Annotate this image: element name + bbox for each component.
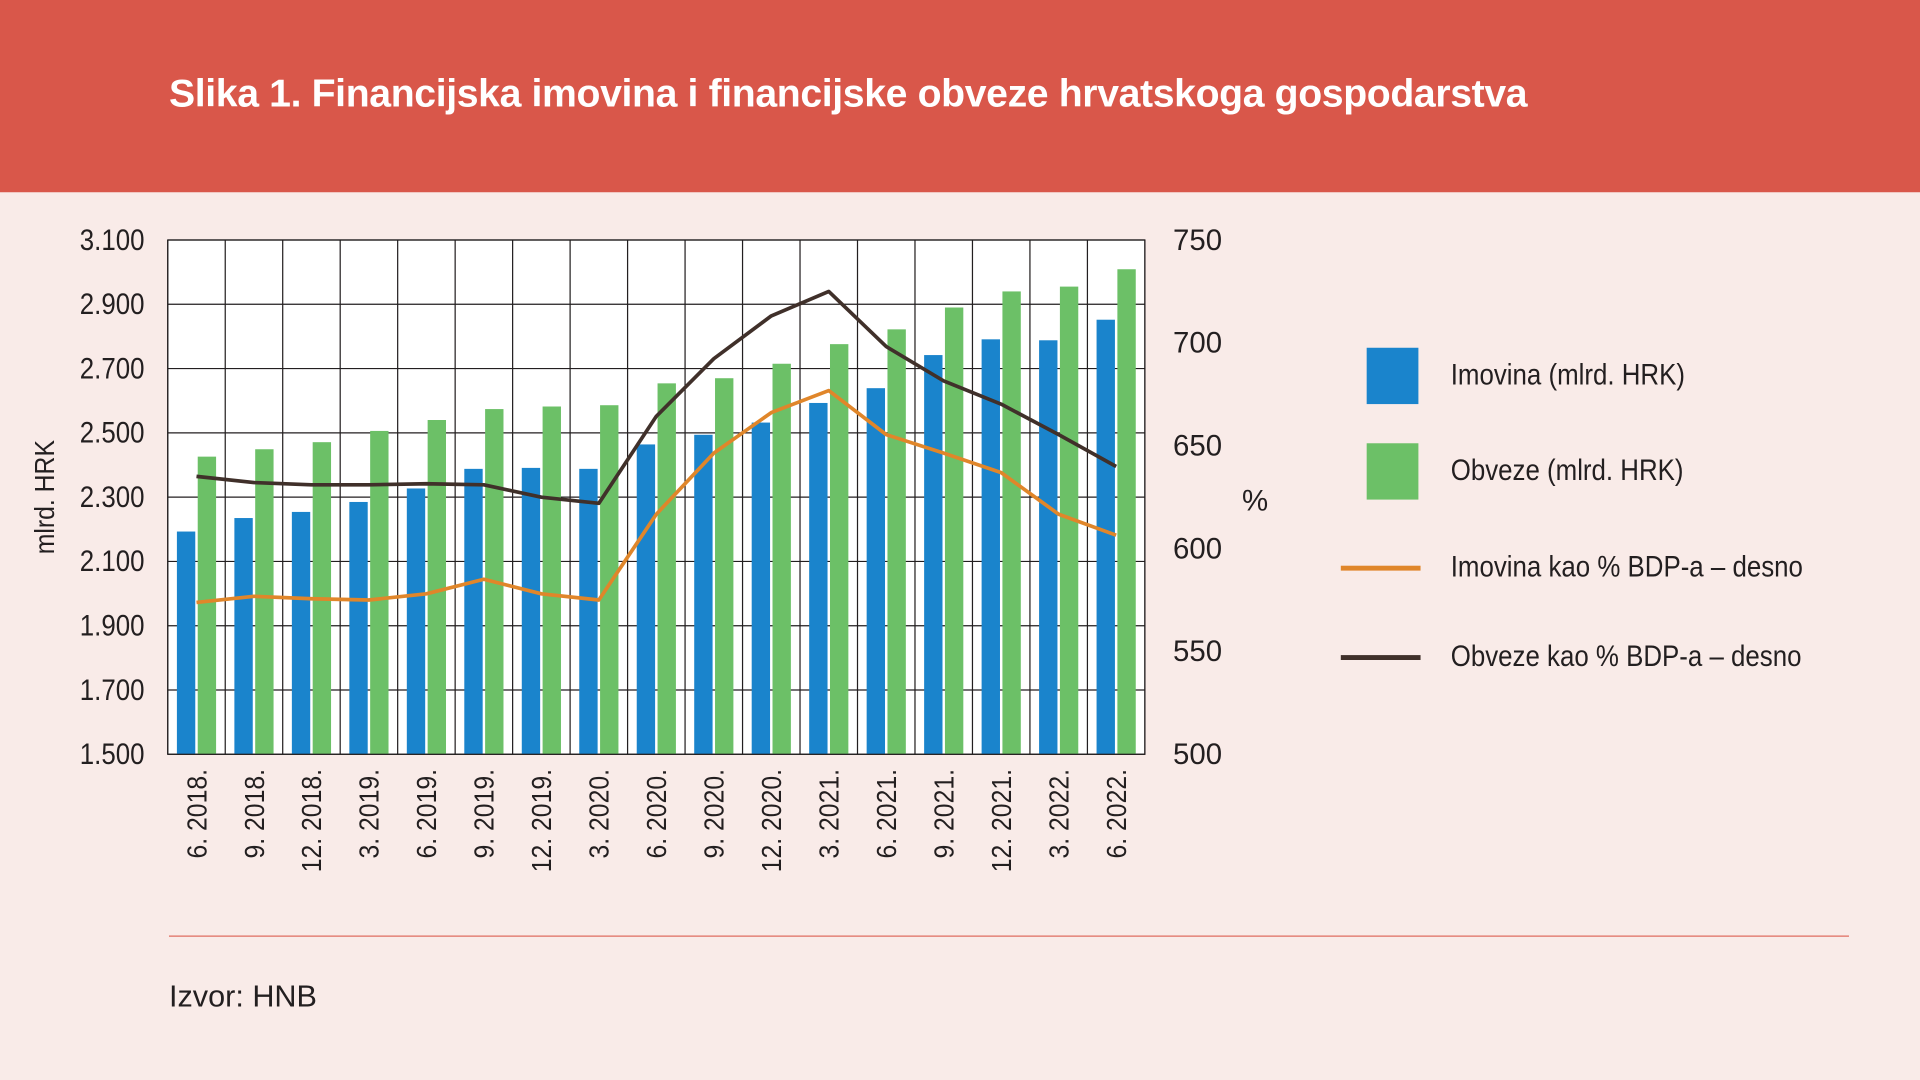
x-tick-label: 3. 2019. — [353, 769, 385, 859]
legend-line-orange — [1340, 565, 1421, 571]
plot-frame — [167, 239, 1146, 755]
y2-tick-label: 600 — [1173, 532, 1222, 565]
x-tick-label: 6. 2022. — [1100, 769, 1132, 859]
x-tick-label: 3. 2022. — [1043, 769, 1075, 859]
bar-obveze — [542, 406, 561, 755]
bar-imovina — [291, 511, 311, 755]
y-tick-label: 3.100 — [80, 223, 145, 256]
bar-obveze — [600, 405, 619, 755]
bar-imovina — [234, 518, 253, 755]
bar-obveze — [255, 449, 274, 755]
bar-imovina — [1039, 340, 1058, 755]
legend-item-imovina: Imovina (mlrd. HRK) — [1341, 347, 1685, 405]
x-tick-label: 6. 2021. — [871, 769, 903, 859]
bar-imovina — [866, 388, 886, 755]
bar-imovina — [406, 488, 426, 755]
bar-imovina — [751, 422, 771, 755]
y-tick-label: 2.700 — [80, 352, 145, 385]
y-axis-label: mlrd. HRK — [28, 440, 60, 555]
bar-obveze — [1117, 269, 1136, 755]
bar-obveze — [944, 307, 964, 755]
bar-imovina — [349, 501, 368, 755]
legend-item-obveze: Obveze (mlrd. HRK) — [1341, 443, 1684, 500]
x-tick-label: 12. 2019. — [526, 769, 558, 872]
y2-tick-label: 550 — [1173, 635, 1222, 668]
legend-label: Imovina kao % BDP-a – desno — [1450, 551, 1803, 585]
x-tick-label: 6. 2020. — [641, 769, 673, 859]
x-tick-label: 12. 2020. — [756, 769, 788, 872]
x-tick-label: 12. 2021. — [986, 769, 1018, 872]
bar-obveze — [772, 363, 791, 755]
x-tick-label: 6. 2019. — [411, 769, 443, 859]
y-tick-label: 1.900 — [80, 609, 145, 642]
legend-label: Imovina (mlrd. HRK) — [1450, 358, 1685, 392]
bar-obveze — [887, 329, 906, 755]
x-tick-label: 9. 2019. — [468, 769, 500, 859]
header-banner: Slika 1. Financijska imovina i financijs… — [0, 0, 1920, 193]
divider — [168, 935, 1849, 937]
x-tick-label: 3. 2021. — [813, 769, 845, 859]
y-tick-label: 1.700 — [80, 673, 145, 706]
source-note: Izvor: HNB — [168, 979, 317, 1014]
bar-imovina — [809, 402, 828, 755]
y-tick-label: 2.100 — [80, 545, 145, 578]
x-tick-label: 12. 2018. — [296, 769, 328, 872]
bar-imovina — [924, 355, 943, 755]
y-tick-label: 2.500 — [80, 416, 145, 449]
bar-obveze — [197, 456, 217, 755]
y2-axis-label: % — [1242, 485, 1268, 518]
bar-obveze — [1002, 291, 1021, 755]
legend-swatch-green — [1366, 443, 1419, 500]
y-tick-label: 1.500 — [80, 738, 145, 771]
y2-tick-label: 650 — [1173, 430, 1222, 463]
y2-tick-label: 750 — [1173, 224, 1222, 257]
x-tick-label: 9. 2021. — [928, 769, 960, 859]
legend-item-obveze-pct: Obveze kao % BDP-a – desno — [1340, 640, 1802, 674]
bar-obveze — [1059, 286, 1079, 755]
legend-line-dark — [1340, 655, 1421, 661]
y2-tick-label: 700 — [1173, 327, 1222, 360]
bar-obveze — [370, 430, 389, 755]
chart-title: Slika 1. Financijska imovina i financijs… — [168, 71, 1528, 116]
bar-imovina — [176, 531, 196, 755]
x-tick-label: 9. 2018. — [238, 769, 270, 859]
x-tick-label: 9. 2020. — [698, 769, 730, 859]
bar-imovina — [521, 467, 541, 755]
bar-imovina — [464, 468, 483, 755]
bar-imovina — [636, 444, 656, 755]
legend-swatch-blue — [1366, 347, 1419, 405]
x-tick-label: 3. 2020. — [583, 769, 615, 859]
bar-obveze — [715, 378, 734, 755]
chart: 1.500 1.700 1.900 2.100 2.300 2.500 2.700 2.900… — [28, 223, 1268, 872]
x-tick-label: 6. 2018. — [181, 769, 213, 859]
bar-imovina — [1096, 319, 1115, 755]
bar-imovina — [981, 339, 1000, 755]
legend-label: Obveze (mlrd. HRK) — [1450, 454, 1684, 488]
bar-obveze — [427, 420, 447, 755]
y-tick-label: 2.900 — [80, 288, 145, 321]
legend-item-imovina-pct: Imovina kao % BDP-a – desno — [1340, 551, 1803, 585]
bar-imovina — [579, 468, 598, 755]
bar-obveze — [829, 344, 849, 755]
legend-label: Obveze kao % BDP-a – desno — [1450, 640, 1802, 674]
bar-imovina — [694, 434, 713, 755]
y-tick-label: 2.300 — [80, 480, 145, 513]
y2-tick-label: 500 — [1173, 738, 1222, 771]
bar-obveze — [657, 383, 676, 755]
